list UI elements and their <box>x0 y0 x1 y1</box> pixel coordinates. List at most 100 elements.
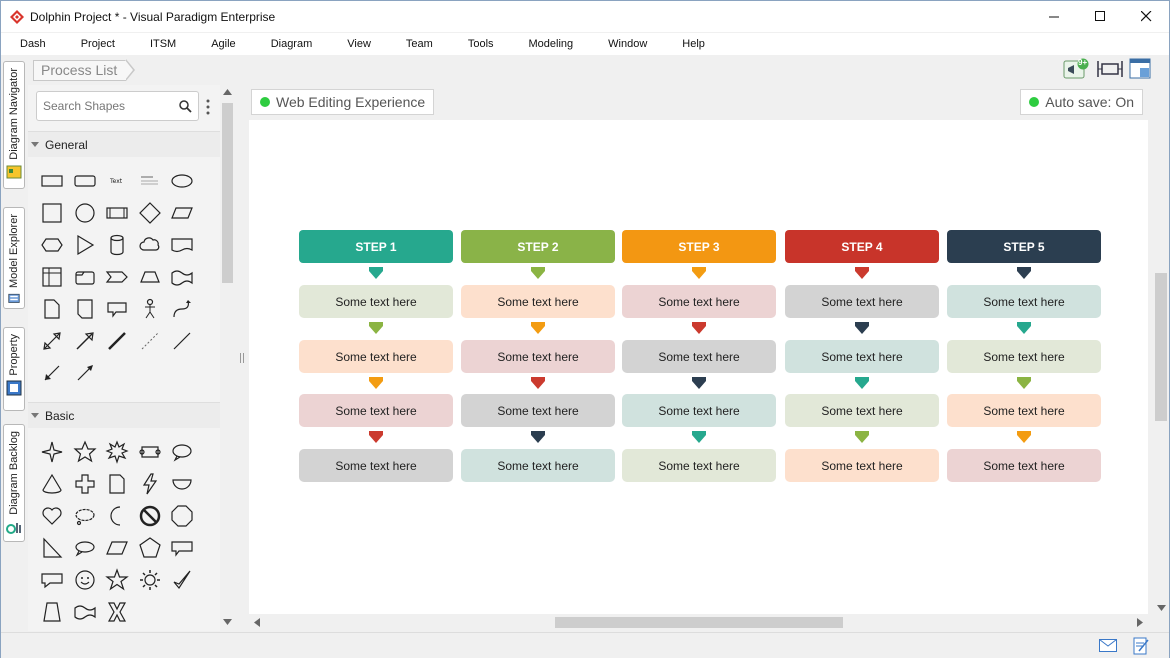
step-text-box[interactable]: Some text here <box>461 285 615 318</box>
step-text-box[interactable]: Some text here <box>622 394 776 427</box>
step-text-box[interactable]: Some text here <box>947 394 1101 427</box>
step-text-box[interactable]: Some text here <box>785 285 939 318</box>
section-general-header[interactable]: General <box>28 131 220 157</box>
shape-tool[interactable] <box>69 564 101 596</box>
scroll-down-icon[interactable] <box>223 619 232 625</box>
step-header[interactable]: STEP 2 <box>461 230 615 263</box>
shape-tool[interactable] <box>101 468 133 500</box>
shape-tool[interactable] <box>166 500 198 532</box>
canvas-vertical-scrollbar[interactable] <box>1153 85 1169 631</box>
shape-tool[interactable] <box>69 532 101 564</box>
shape-tool[interactable] <box>36 436 68 468</box>
menu-modeling[interactable]: Modeling <box>528 38 574 50</box>
shape-tool[interactable] <box>101 229 133 261</box>
step-text-box[interactable]: Some text here <box>622 449 776 482</box>
step-text-box[interactable]: Some text here <box>461 340 615 373</box>
menu-window[interactable]: Window <box>608 38 648 50</box>
scroll-thumb[interactable] <box>222 103 233 283</box>
shape-tool[interactable] <box>69 261 101 293</box>
shape-tool[interactable] <box>101 293 133 325</box>
step-text-box[interactable]: Some text here <box>785 449 939 482</box>
shape-tool[interactable] <box>36 596 68 628</box>
step-header[interactable]: STEP 3 <box>622 230 776 263</box>
search-icon[interactable] <box>179 100 192 113</box>
scroll-down-icon[interactable] <box>1157 605 1166 611</box>
step-text-box[interactable]: Some text here <box>785 340 939 373</box>
step-header[interactable]: STEP 1 <box>299 230 453 263</box>
shape-tool[interactable] <box>36 261 68 293</box>
shape-tool[interactable] <box>101 596 133 628</box>
menu-help[interactable]: Help <box>682 38 705 50</box>
scroll-left-icon[interactable] <box>254 618 260 627</box>
shape-tool[interactable] <box>101 261 133 293</box>
shape-tool[interactable] <box>69 596 101 628</box>
shape-tool[interactable] <box>101 197 133 229</box>
scroll-thumb[interactable] <box>1155 273 1167 421</box>
shape-tool[interactable] <box>166 532 198 564</box>
shape-tool[interactable] <box>36 229 68 261</box>
shape-tool[interactable] <box>36 564 68 596</box>
shape-tool[interactable] <box>166 197 198 229</box>
step-header[interactable]: STEP 5 <box>947 230 1101 263</box>
shape-tool[interactable] <box>134 261 166 293</box>
shape-tool[interactable] <box>69 229 101 261</box>
step-text-box[interactable]: Some text here <box>622 285 776 318</box>
shape-tool[interactable] <box>166 229 198 261</box>
scroll-right-icon[interactable] <box>1137 618 1143 627</box>
tab-property[interactable]: Property <box>3 327 25 411</box>
shape-tool[interactable] <box>36 165 68 197</box>
more-options-icon[interactable] <box>206 99 210 115</box>
tab-model-explorer[interactable]: Model Explorer <box>3 207 25 309</box>
step-text-box[interactable]: Some text here <box>299 394 453 427</box>
menu-tools[interactable]: Tools <box>467 38 494 50</box>
shape-tool[interactable] <box>134 500 166 532</box>
tab-diagram-navigator[interactable]: Diagram Navigator <box>3 61 25 189</box>
shape-tool[interactable] <box>134 325 166 357</box>
menu-itsm[interactable]: ITSM <box>149 38 177 50</box>
shape-tool[interactable] <box>36 532 68 564</box>
shape-tool[interactable] <box>101 532 133 564</box>
step-text-box[interactable]: Some text here <box>947 449 1101 482</box>
step-text-box[interactable]: Some text here <box>461 449 615 482</box>
step-header[interactable]: STEP 4 <box>785 230 939 263</box>
step-text-box[interactable]: Some text here <box>785 394 939 427</box>
menu-dash[interactable]: Dash <box>20 38 46 50</box>
shape-tool[interactable] <box>101 436 133 468</box>
search-shapes-input[interactable] <box>43 93 178 119</box>
shape-tool[interactable] <box>69 468 101 500</box>
shape-tool[interactable] <box>101 500 133 532</box>
shape-tool[interactable] <box>134 564 166 596</box>
shape-tool[interactable] <box>36 293 68 325</box>
shape-tool[interactable] <box>69 165 101 197</box>
shape-tool[interactable] <box>134 165 166 197</box>
panel-splitter[interactable] <box>237 85 247 631</box>
menu-diagram[interactable]: Diagram <box>270 38 313 50</box>
maximize-button[interactable] <box>1077 1 1123 32</box>
shape-tool[interactable] <box>69 500 101 532</box>
step-text-box[interactable]: Some text here <box>299 449 453 482</box>
shape-tool[interactable] <box>166 325 198 357</box>
shape-tool[interactable] <box>166 261 198 293</box>
breadcrumb-item-process-list[interactable]: Process List <box>33 59 127 81</box>
step-text-box[interactable]: Some text here <box>299 340 453 373</box>
notes-icon[interactable] <box>1133 637 1149 655</box>
step-text-box[interactable]: Some text here <box>299 285 453 318</box>
shape-tool[interactable] <box>69 436 101 468</box>
menu-view[interactable]: View <box>347 38 371 50</box>
shape-panel-scrollbar[interactable] <box>220 85 235 631</box>
mail-icon[interactable] <box>1099 639 1117 652</box>
step-text-box[interactable]: Some text here <box>947 285 1101 318</box>
shape-tool[interactable] <box>36 357 68 389</box>
menu-team[interactable]: Team <box>405 38 433 50</box>
autosave-indicator[interactable]: Auto save: On <box>1020 89 1143 115</box>
shape-tool[interactable] <box>134 468 166 500</box>
fit-diagram-button[interactable] <box>1097 58 1123 80</box>
shape-tool[interactable] <box>134 436 166 468</box>
diagram-overview-button[interactable] <box>1129 58 1153 80</box>
shape-tool[interactable] <box>36 325 68 357</box>
shape-tool[interactable] <box>101 325 133 357</box>
shape-tool[interactable] <box>69 357 101 389</box>
close-button[interactable] <box>1123 1 1169 32</box>
diagram-canvas[interactable]: STEP 1 Some text here Some text here Some t… <box>249 120 1148 614</box>
shape-tool[interactable] <box>134 293 166 325</box>
